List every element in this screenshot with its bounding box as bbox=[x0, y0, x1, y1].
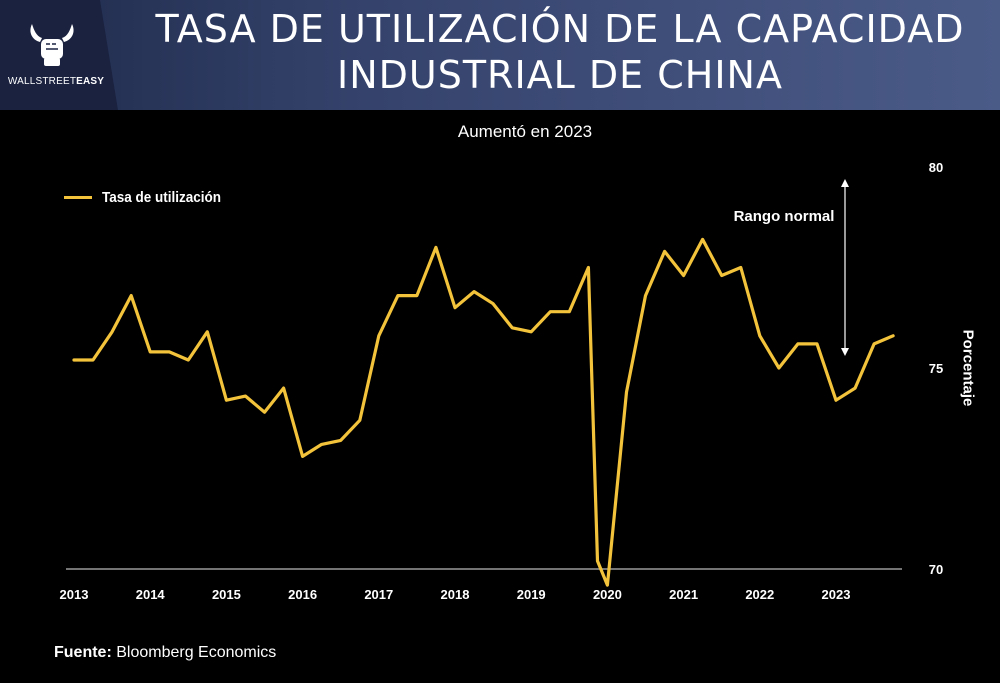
series-line bbox=[72, 237, 895, 587]
title-line-2: INDUSTRIAL DE CHINA bbox=[337, 53, 783, 97]
x-tick-label: 2019 bbox=[517, 587, 546, 602]
legend-swatch bbox=[64, 195, 92, 199]
legend-label: Tasa de utilización bbox=[102, 188, 222, 206]
legend: Tasa de utilización bbox=[64, 187, 234, 207]
source-note: Fuente: Bloomberg Economics bbox=[54, 644, 276, 662]
y-tick-label: 80 bbox=[929, 160, 943, 175]
x-tick-label: 2015 bbox=[212, 587, 241, 602]
source-label: Fuente: bbox=[54, 644, 112, 661]
x-tick-label: 2020 bbox=[593, 587, 622, 602]
logo-panel: WALLSTREETEASY bbox=[0, 0, 118, 110]
x-tick-label: 2022 bbox=[745, 587, 774, 602]
chart-subtitle: Aumentó en 2023 bbox=[457, 122, 593, 141]
logo-text: WALLSTREETEASY bbox=[7, 76, 105, 87]
source-value: Bloomberg Economics bbox=[116, 644, 277, 661]
title-line-1: TASA DE UTILIZACIÓN DE LA CAPACIDAD bbox=[155, 7, 965, 51]
x-tick-label: 2013 bbox=[60, 587, 89, 602]
x-tick-label: 2017 bbox=[364, 587, 393, 602]
header-banner: WALLSTREETEASY TASA DE UTILIZACIÓN DE LA… bbox=[0, 0, 1000, 110]
page-title: TASA DE UTILIZACIÓN DE LA CAPACIDAD INDU… bbox=[120, 6, 1000, 98]
y-axis-label: Porcentaje bbox=[959, 329, 977, 407]
x-tick-label: 2018 bbox=[441, 587, 470, 602]
range-arrow-head-down bbox=[841, 347, 849, 356]
x-tick-label: 2021 bbox=[669, 587, 698, 602]
annotation-rango-normal: Rango normal bbox=[734, 208, 835, 225]
range-arrow-head-up bbox=[841, 179, 849, 188]
bull-fist-icon bbox=[30, 24, 74, 66]
x-tick-label: 2023 bbox=[822, 587, 851, 602]
x-tick-label: 2014 bbox=[136, 587, 166, 602]
y-tick-label: 70 bbox=[929, 562, 943, 577]
x-tick-label: 2016 bbox=[288, 587, 317, 602]
y-tick-label: 75 bbox=[929, 361, 943, 376]
